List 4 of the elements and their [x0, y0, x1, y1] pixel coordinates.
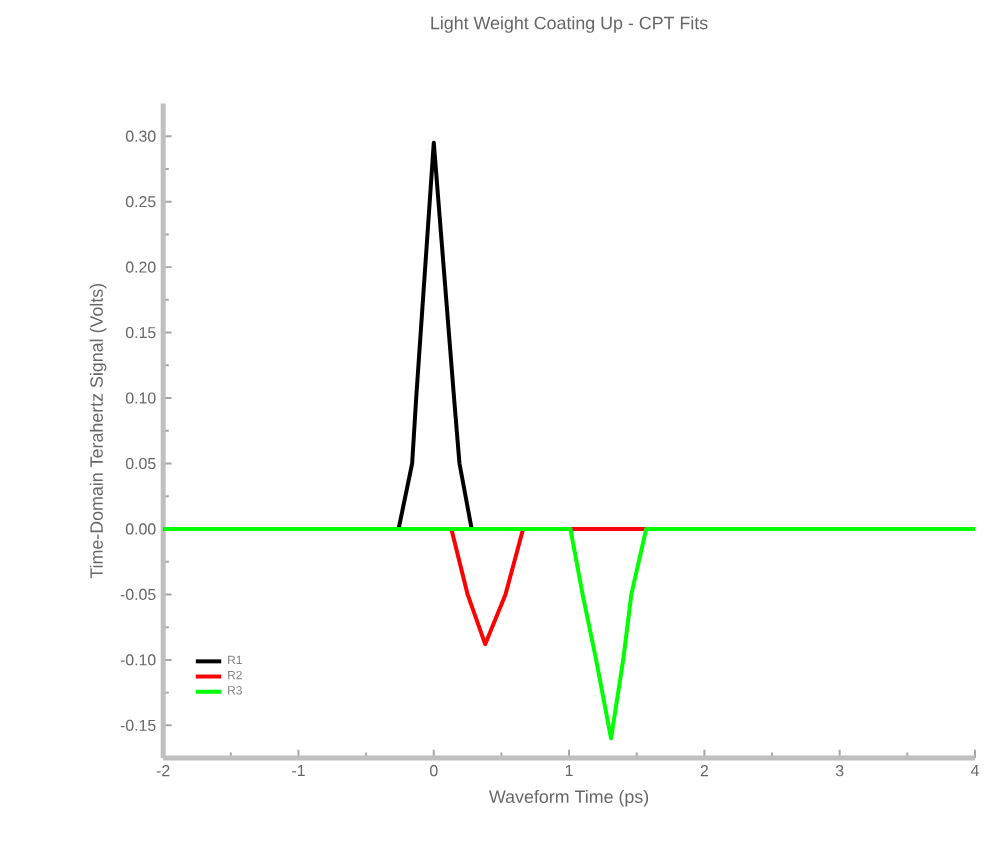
line-series — [161, 527, 977, 741]
x-axis-title: Waveform Time (ps) — [489, 790, 649, 807]
chart-title: Light Weight Coating Up - CPT Fits — [431, 16, 708, 34]
y-axis-title: Time-Domain Terahertz Signal (Volts) — [89, 284, 107, 579]
